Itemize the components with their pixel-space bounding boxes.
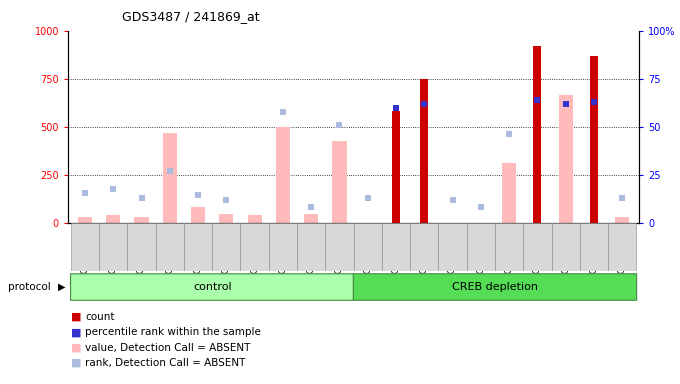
Bar (156, 223, 184, 271)
Bar (99, 223, 127, 271)
Bar (106, 215, 120, 223)
Bar (333, 141, 347, 223)
Bar (269, 223, 297, 271)
Text: rank, Detection Call = ABSENT: rank, Detection Call = ABSENT (85, 358, 245, 368)
Bar (219, 214, 233, 223)
Bar (276, 127, 290, 223)
Bar (184, 223, 212, 271)
Bar (551, 223, 580, 271)
Bar (127, 223, 156, 271)
Text: ■: ■ (71, 327, 82, 337)
Text: count: count (85, 312, 114, 322)
Bar (439, 223, 466, 271)
Bar (580, 223, 608, 271)
Bar (615, 217, 629, 223)
Bar (420, 79, 428, 223)
Text: CREB depletion: CREB depletion (452, 282, 538, 292)
Bar (135, 217, 149, 223)
Text: control: control (193, 282, 231, 292)
FancyBboxPatch shape (354, 274, 636, 300)
Bar (502, 163, 516, 223)
Bar (466, 223, 495, 271)
Bar (392, 111, 400, 223)
Text: ▶: ▶ (58, 282, 65, 292)
Text: ■: ■ (71, 312, 82, 322)
Bar (533, 46, 541, 223)
Bar (325, 223, 354, 271)
Bar (495, 223, 524, 271)
Bar (163, 134, 177, 223)
Bar (558, 95, 573, 223)
Bar (410, 223, 439, 271)
Bar (354, 223, 382, 271)
Bar (524, 223, 551, 271)
Bar (297, 223, 325, 271)
Bar (71, 223, 99, 271)
Bar (191, 207, 205, 223)
Bar (241, 223, 269, 271)
Text: percentile rank within the sample: percentile rank within the sample (85, 327, 261, 337)
Bar (304, 214, 318, 223)
Text: GDS3487 / 241869_at: GDS3487 / 241869_at (122, 10, 260, 23)
Bar (382, 223, 410, 271)
Text: ■: ■ (71, 343, 82, 353)
Text: value, Detection Call = ABSENT: value, Detection Call = ABSENT (85, 343, 250, 353)
Bar (590, 56, 598, 223)
Bar (608, 223, 636, 271)
Bar (212, 223, 241, 271)
Bar (78, 217, 92, 223)
Text: protocol: protocol (8, 282, 51, 292)
FancyBboxPatch shape (71, 274, 354, 300)
Bar (248, 215, 262, 223)
Text: ■: ■ (71, 358, 82, 368)
